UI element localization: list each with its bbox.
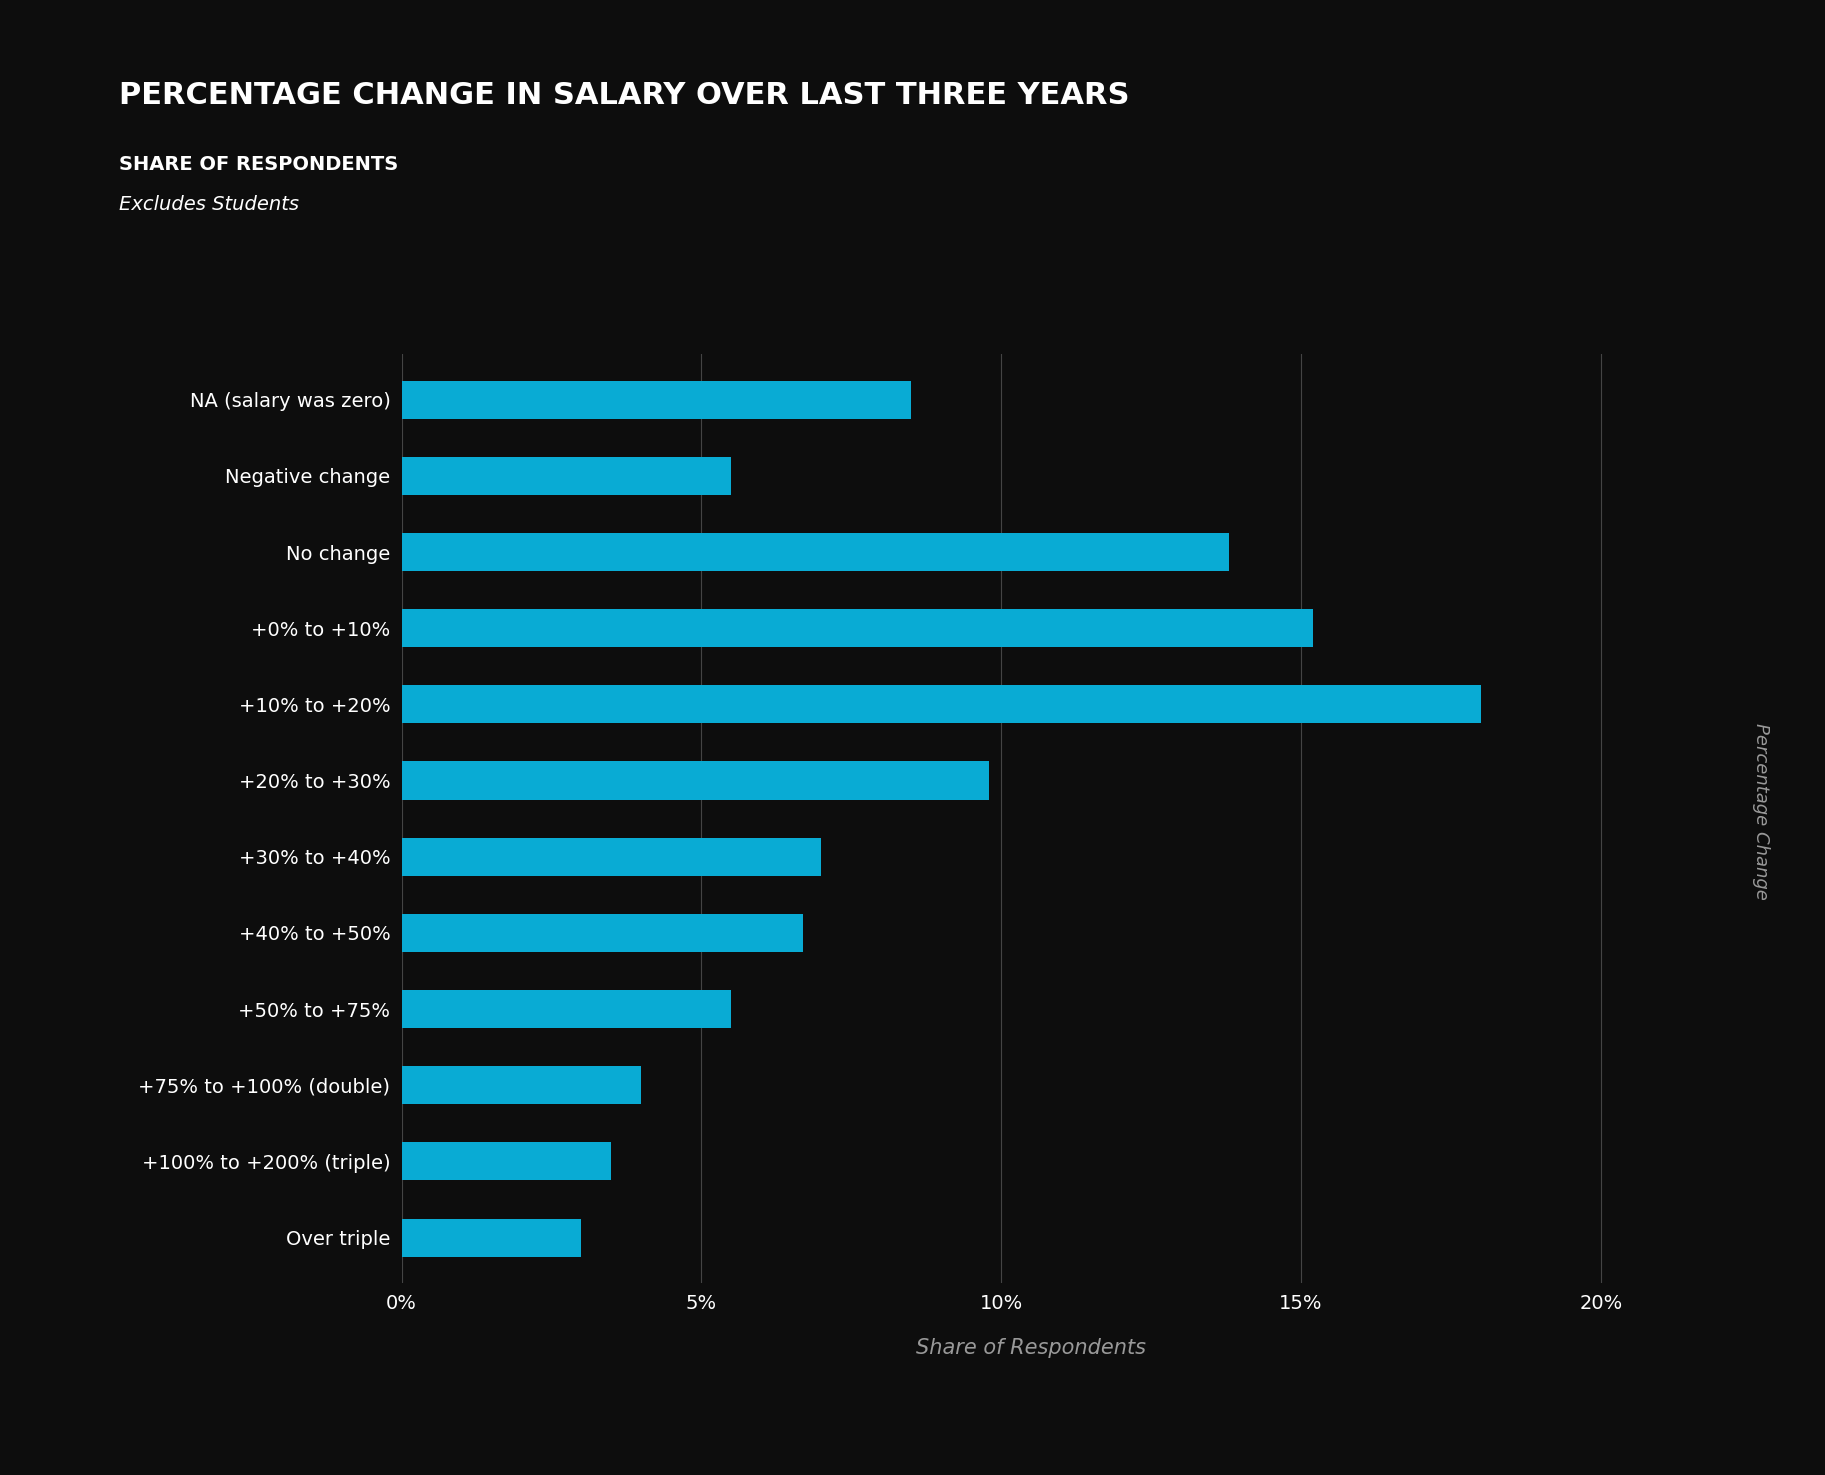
Text: Percentage Change: Percentage Change (1752, 723, 1770, 900)
Bar (402, 1066, 641, 1105)
X-axis label: Share of Respondents: Share of Respondents (916, 1338, 1146, 1358)
Text: SHARE OF RESPONDENTS: SHARE OF RESPONDENTS (119, 155, 398, 174)
Text: Excludes Students: Excludes Students (119, 195, 299, 214)
Bar (402, 457, 732, 496)
Bar (402, 381, 911, 419)
Bar (402, 1218, 582, 1257)
Bar (402, 609, 1312, 648)
Bar (402, 990, 732, 1028)
Bar (402, 686, 1480, 723)
Bar (402, 914, 803, 951)
Text: PERCENTAGE CHANGE IN SALARY OVER LAST THREE YEARS: PERCENTAGE CHANGE IN SALARY OVER LAST TH… (119, 81, 1130, 111)
Bar (402, 838, 821, 876)
Bar (402, 1142, 611, 1180)
Bar (402, 532, 1228, 571)
Bar (402, 761, 989, 799)
